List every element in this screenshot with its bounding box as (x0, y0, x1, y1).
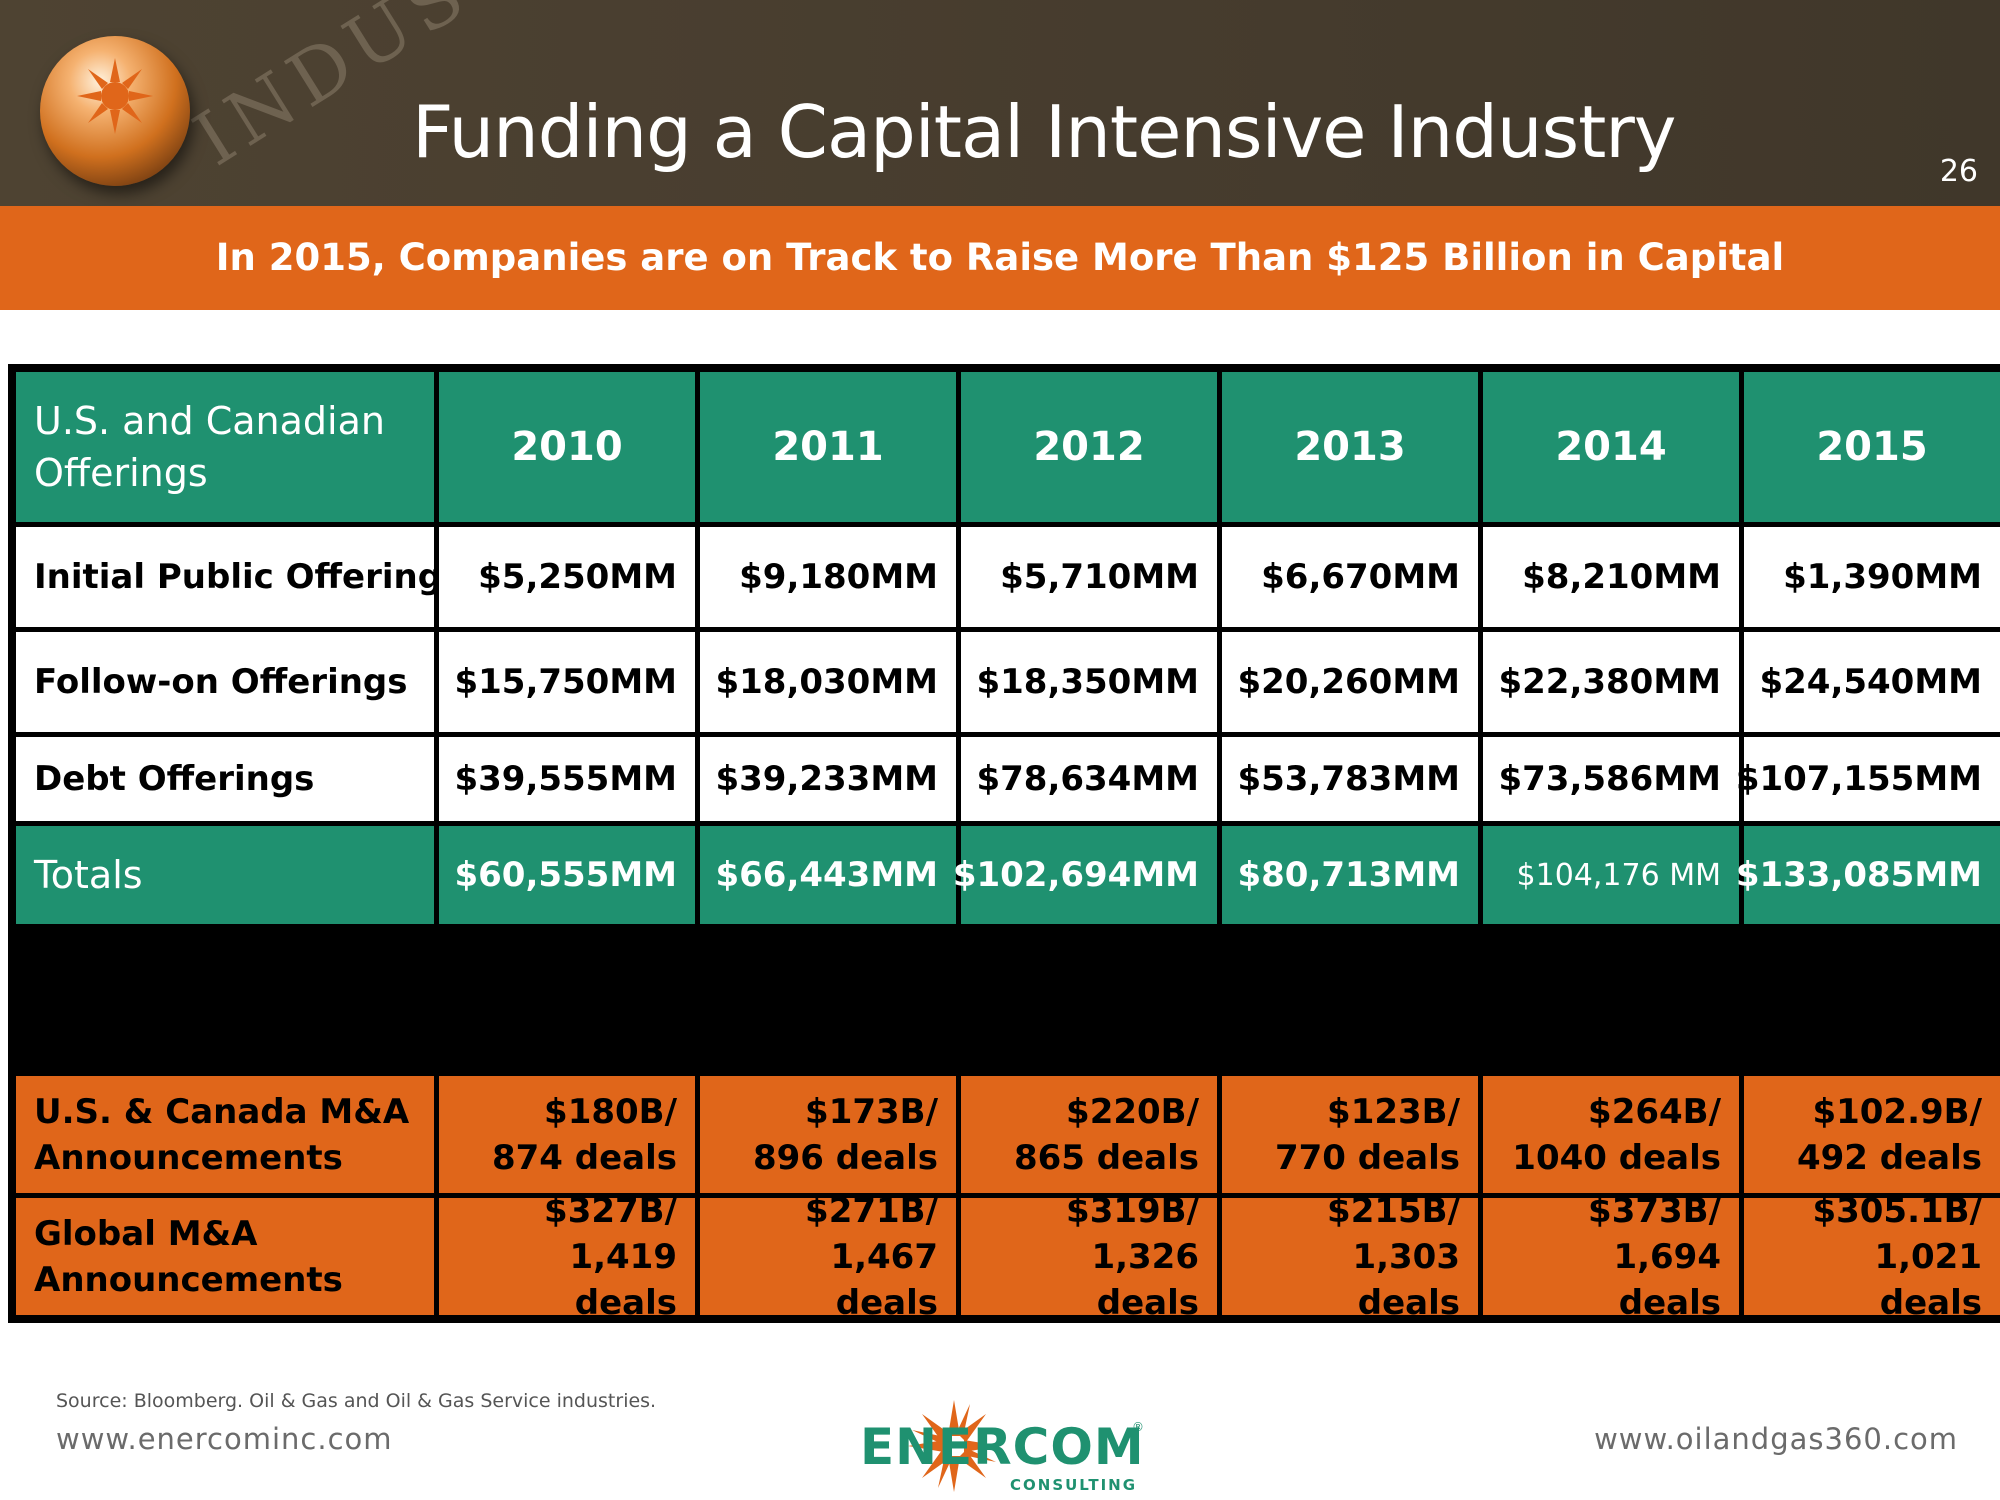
year-header: 2015 (1744, 372, 2000, 522)
mna-deals: 1,326 deals (1091, 1236, 1199, 1323)
mna-row-label: U.S. & Canada M&A Announcements (16, 1076, 434, 1193)
mna-value: $220B/ (1066, 1091, 1199, 1132)
table-cell: $73,586MM (1483, 737, 1739, 821)
mna-cell: $264B/1040 deals (1483, 1076, 1739, 1193)
enercom-url[interactable]: www.enercominc.com (56, 1422, 393, 1456)
table-cell: $78,634MM (961, 737, 1217, 821)
logo-brand: ENERCOM (860, 1418, 1145, 1476)
table-cell: $5,250MM (439, 527, 695, 627)
mna-value: $327B/ (544, 1190, 677, 1231)
sunburst-icon (77, 58, 153, 134)
row-label: Initial Public Offerings (16, 527, 462, 627)
row-label: Follow-on Offerings (16, 632, 434, 732)
year-header: 2013 (1222, 372, 1478, 522)
table-cell: $15,750MM (439, 632, 695, 732)
totals-cell: $104,176 MM (1483, 826, 1739, 924)
mna-cell: $215B/1,303 deals (1222, 1191, 1478, 1323)
source-note: Source: Bloomberg. Oil & Gas and Oil & G… (56, 1390, 657, 1412)
mna-value: $264B/ (1588, 1091, 1721, 1132)
logo-subtext: CONSULTING (1010, 1476, 1138, 1494)
mna-deals: 1,419 deals (569, 1236, 677, 1323)
mna-value: $271B/ (805, 1190, 938, 1231)
mna-cell: $319B/1,326 deals (961, 1191, 1217, 1323)
table-spacer (16, 929, 2000, 1071)
mna-deals: 770 deals (1274, 1137, 1460, 1178)
mna-cell: $123B/770 deals (1222, 1076, 1478, 1193)
mna-cell: $327B/1,419 deals (439, 1191, 695, 1323)
table-cell: $1,390MM (1744, 527, 2000, 627)
slide-number: 26 (1939, 154, 1978, 189)
enercom-logo: ENERCOM ® CONSULTING (860, 1398, 1150, 1494)
mna-cell: $180B/874 deals (439, 1076, 695, 1193)
mna-label-line: Announcements (34, 1137, 343, 1178)
mna-cell: $373B/1,694 deals (1483, 1191, 1739, 1323)
table-cell: $18,350MM (961, 632, 1217, 732)
year-header: 2011 (700, 372, 956, 522)
mna-deals: 1,694 deals (1613, 1236, 1721, 1323)
mna-label-line: Announcements (34, 1259, 343, 1300)
table-cell: $53,783MM (1222, 737, 1478, 821)
mna-deals: 874 deals (491, 1137, 677, 1178)
year-header: 2014 (1483, 372, 1739, 522)
mna-deals: 1,021 deals (1874, 1236, 1982, 1323)
totals-cell: $60,555MM (439, 826, 695, 924)
table-cell: $18,030MM (700, 632, 956, 732)
mna-value: $305.1B/ (1812, 1190, 1982, 1231)
totals-label: Totals (16, 826, 434, 924)
mna-value: $319B/ (1066, 1190, 1199, 1231)
table-cell: $22,380MM (1483, 632, 1739, 732)
year-header: 2012 (961, 372, 1217, 522)
mna-deals: 865 deals (1013, 1137, 1199, 1178)
mna-label-line: U.S. & Canada M&A (34, 1091, 410, 1132)
mna-deals: 492 deals (1796, 1137, 1982, 1178)
row-label: Debt Offerings (16, 737, 434, 821)
mna-cell: $271B/1,467 deals (700, 1191, 956, 1323)
mna-value: $173B/ (805, 1091, 938, 1132)
table-cell: $39,555MM (439, 737, 695, 821)
totals-cell: $66,443MM (700, 826, 956, 924)
mna-cell: $102.9B/492 deals (1744, 1076, 2000, 1193)
sunburst-icon (908, 1400, 1000, 1492)
table-header-label: U.S. and Canadian Offerings (16, 372, 434, 522)
table-cell: $8,210MM (1483, 527, 1739, 627)
totals-cell: $102,694MM (953, 826, 1217, 924)
logo-registered: ® (1132, 1420, 1144, 1434)
oilandgas360-url[interactable]: www.oilandgas360.com (1594, 1422, 1958, 1456)
table-cell: $24,540MM (1744, 632, 2000, 732)
table-cell: $9,180MM (700, 527, 956, 627)
table-cell: $39,233MM (700, 737, 956, 821)
table-cell: $6,670MM (1222, 527, 1478, 627)
table-cell: $107,155MM (1736, 737, 2000, 821)
mna-deals: 896 deals (752, 1137, 938, 1178)
table-cell: $5,710MM (961, 527, 1217, 627)
mna-deals: 1,467 deals (830, 1236, 938, 1323)
table-grid: U.S. and Canadian Offerings 2010 2011 20… (16, 372, 2000, 1323)
year-header: 2010 (439, 372, 695, 522)
mna-deals: 1,303 deals (1352, 1236, 1460, 1323)
mna-cell: $305.1B/1,021 deals (1744, 1191, 2000, 1323)
mna-cell: $173B/896 deals (700, 1076, 956, 1193)
totals-cell: $133,085MM (1736, 826, 2000, 924)
page-title: Funding a Capital Intensive Industry (412, 90, 1677, 174)
mna-cell: $220B/865 deals (961, 1076, 1217, 1193)
mna-value: $123B/ (1327, 1091, 1460, 1132)
offerings-table: U.S. and Canadian Offerings 2010 2011 20… (8, 364, 2000, 1323)
mna-value: $180B/ (544, 1091, 677, 1132)
mna-value: $102.9B/ (1812, 1091, 1982, 1132)
mna-row-label: Global M&A Announcements (16, 1198, 434, 1315)
slide-header: INDUSTR Funding a Capital Intensive Indu… (0, 0, 2000, 206)
mna-deals: 1040 deals (1512, 1137, 1721, 1178)
sun-orb-logo (40, 36, 190, 186)
subtitle-bar: In 2015, Companies are on Track to Raise… (0, 206, 2000, 310)
mna-label-line: Global M&A (34, 1213, 258, 1254)
subtitle: In 2015, Companies are on Track to Raise… (215, 236, 1785, 279)
table-cell: $20,260MM (1222, 632, 1478, 732)
totals-cell: $80,713MM (1222, 826, 1478, 924)
mna-value: $373B/ (1588, 1190, 1721, 1231)
mna-value: $215B/ (1327, 1190, 1460, 1231)
